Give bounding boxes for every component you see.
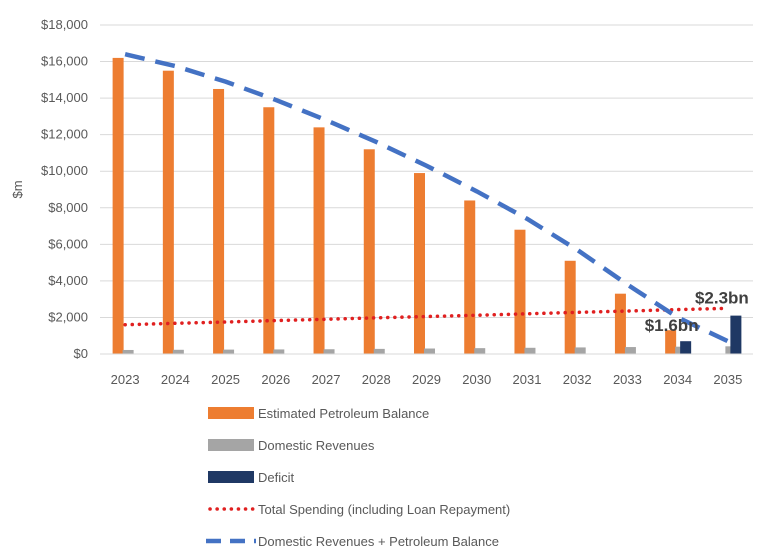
y-axis-ticks: $0 $2,000 $4,000 $6,000 $8,000 $10,000 $12,000…	[41, 17, 88, 361]
legend-label-total-spending-including-loan-repayment: Total Spending (including Loan Repayment…	[258, 502, 510, 517]
bar-deficit-2035	[730, 315, 742, 354]
bar-domestic-revenues-2031	[524, 347, 536, 354]
x-tick-label: 2024	[161, 372, 190, 387]
bar-estimated-petroleum-balance-2030	[464, 200, 476, 354]
bar-estimated-petroleum-balance-2033	[614, 293, 626, 354]
legend-swatch-domestic-revenues	[208, 439, 254, 451]
x-tick-label: 2035	[713, 372, 742, 387]
line-domestic-revenues-petroleum-balance	[124, 52, 729, 344]
y-tick-label: $8,000	[48, 200, 88, 215]
bar-domestic-revenues-2027	[323, 349, 335, 354]
x-tick-label: 2025	[211, 372, 240, 387]
y-tick-label: $2,000	[48, 309, 88, 324]
bar-estimated-petroleum-balance-2032	[564, 260, 576, 354]
legend: Estimated Petroleum Balance Domestic Reve…	[206, 406, 510, 549]
bar-estimated-petroleum-balance-2025	[213, 88, 225, 354]
legend-label-estimated-petroleum-balance: Estimated Petroleum Balance	[258, 406, 429, 421]
bar-domestic-revenues-2028	[373, 348, 385, 354]
bar-estimated-petroleum-balance-2031	[514, 229, 526, 354]
gridlines	[100, 24, 753, 318]
y-tick-label: $12,000	[41, 127, 88, 142]
y-axis-label: $m	[10, 180, 25, 198]
bar-estimated-petroleum-balance-2034	[665, 330, 677, 354]
y-tick-label: $6,000	[48, 236, 88, 251]
bar-domestic-revenues-2029	[424, 348, 435, 354]
x-tick-label: 2031	[513, 372, 542, 387]
legend-label-deficit: Deficit	[258, 470, 295, 485]
x-tick-label: 2034	[663, 372, 692, 387]
y-tick-label: $18,000	[41, 17, 88, 32]
bar-domestic-revenues-2025	[223, 349, 235, 354]
x-tick-label: 2023	[111, 372, 140, 387]
bar-estimated-petroleum-balance-2028	[363, 149, 375, 354]
x-tick-label: 2033	[613, 372, 642, 387]
y-tick-label: $10,000	[41, 163, 88, 178]
y-tick-label: $16,000	[41, 54, 88, 69]
legend-swatch-estimated-petroleum-balance	[208, 407, 254, 419]
y-tick-label: $14,000	[41, 90, 88, 105]
bar-estimated-petroleum-balance-2023	[112, 57, 124, 355]
bar-domestic-revenues-2024	[172, 349, 184, 354]
bar-estimated-petroleum-balance-2029	[414, 173, 425, 354]
x-tick-label: 2029	[412, 372, 441, 387]
x-tick-label: 2027	[312, 372, 341, 387]
annotation-label: $1.6bn	[645, 316, 699, 335]
legend-label-domestic-revenues: Domestic Revenues	[258, 438, 375, 453]
y-tick-label: $0	[74, 346, 88, 361]
x-axis-ticks: 2023 2024 2025 2026 2027 2028 2029 2030 2031 2032…	[111, 372, 743, 387]
x-tick-label: 2028	[362, 372, 391, 387]
annotation-label: $2.3bn	[695, 288, 749, 307]
legend-label-domestic-revenues-petroleum-balance: Domestic Revenues + Petroleum Balance	[258, 534, 499, 549]
bar-deficit-2034	[680, 341, 692, 354]
series-lines	[123, 52, 730, 344]
line-total-spending-including-loan-repayment	[123, 306, 730, 327]
bar-estimated-petroleum-balance-2024	[162, 70, 174, 354]
x-tick-label: 2030	[462, 372, 491, 387]
bar-domestic-revenues-2033	[624, 347, 636, 354]
bar-estimated-petroleum-balance-2026	[263, 107, 275, 354]
bars	[112, 57, 742, 355]
x-tick-label: 2026	[261, 372, 290, 387]
annotations: $1.6bn $2.3bn	[645, 288, 749, 334]
bar-domestic-revenues-2023	[122, 349, 134, 354]
bar-domestic-revenues-2032	[574, 347, 586, 354]
bar-domestic-revenues-2026	[273, 349, 285, 354]
bar-estimated-petroleum-balance-2027	[313, 127, 325, 354]
x-tick-label: 2032	[563, 372, 592, 387]
y-tick-label: $4,000	[48, 273, 88, 288]
bar-domestic-revenues-2030	[474, 348, 486, 354]
legend-swatch-deficit	[208, 471, 254, 483]
